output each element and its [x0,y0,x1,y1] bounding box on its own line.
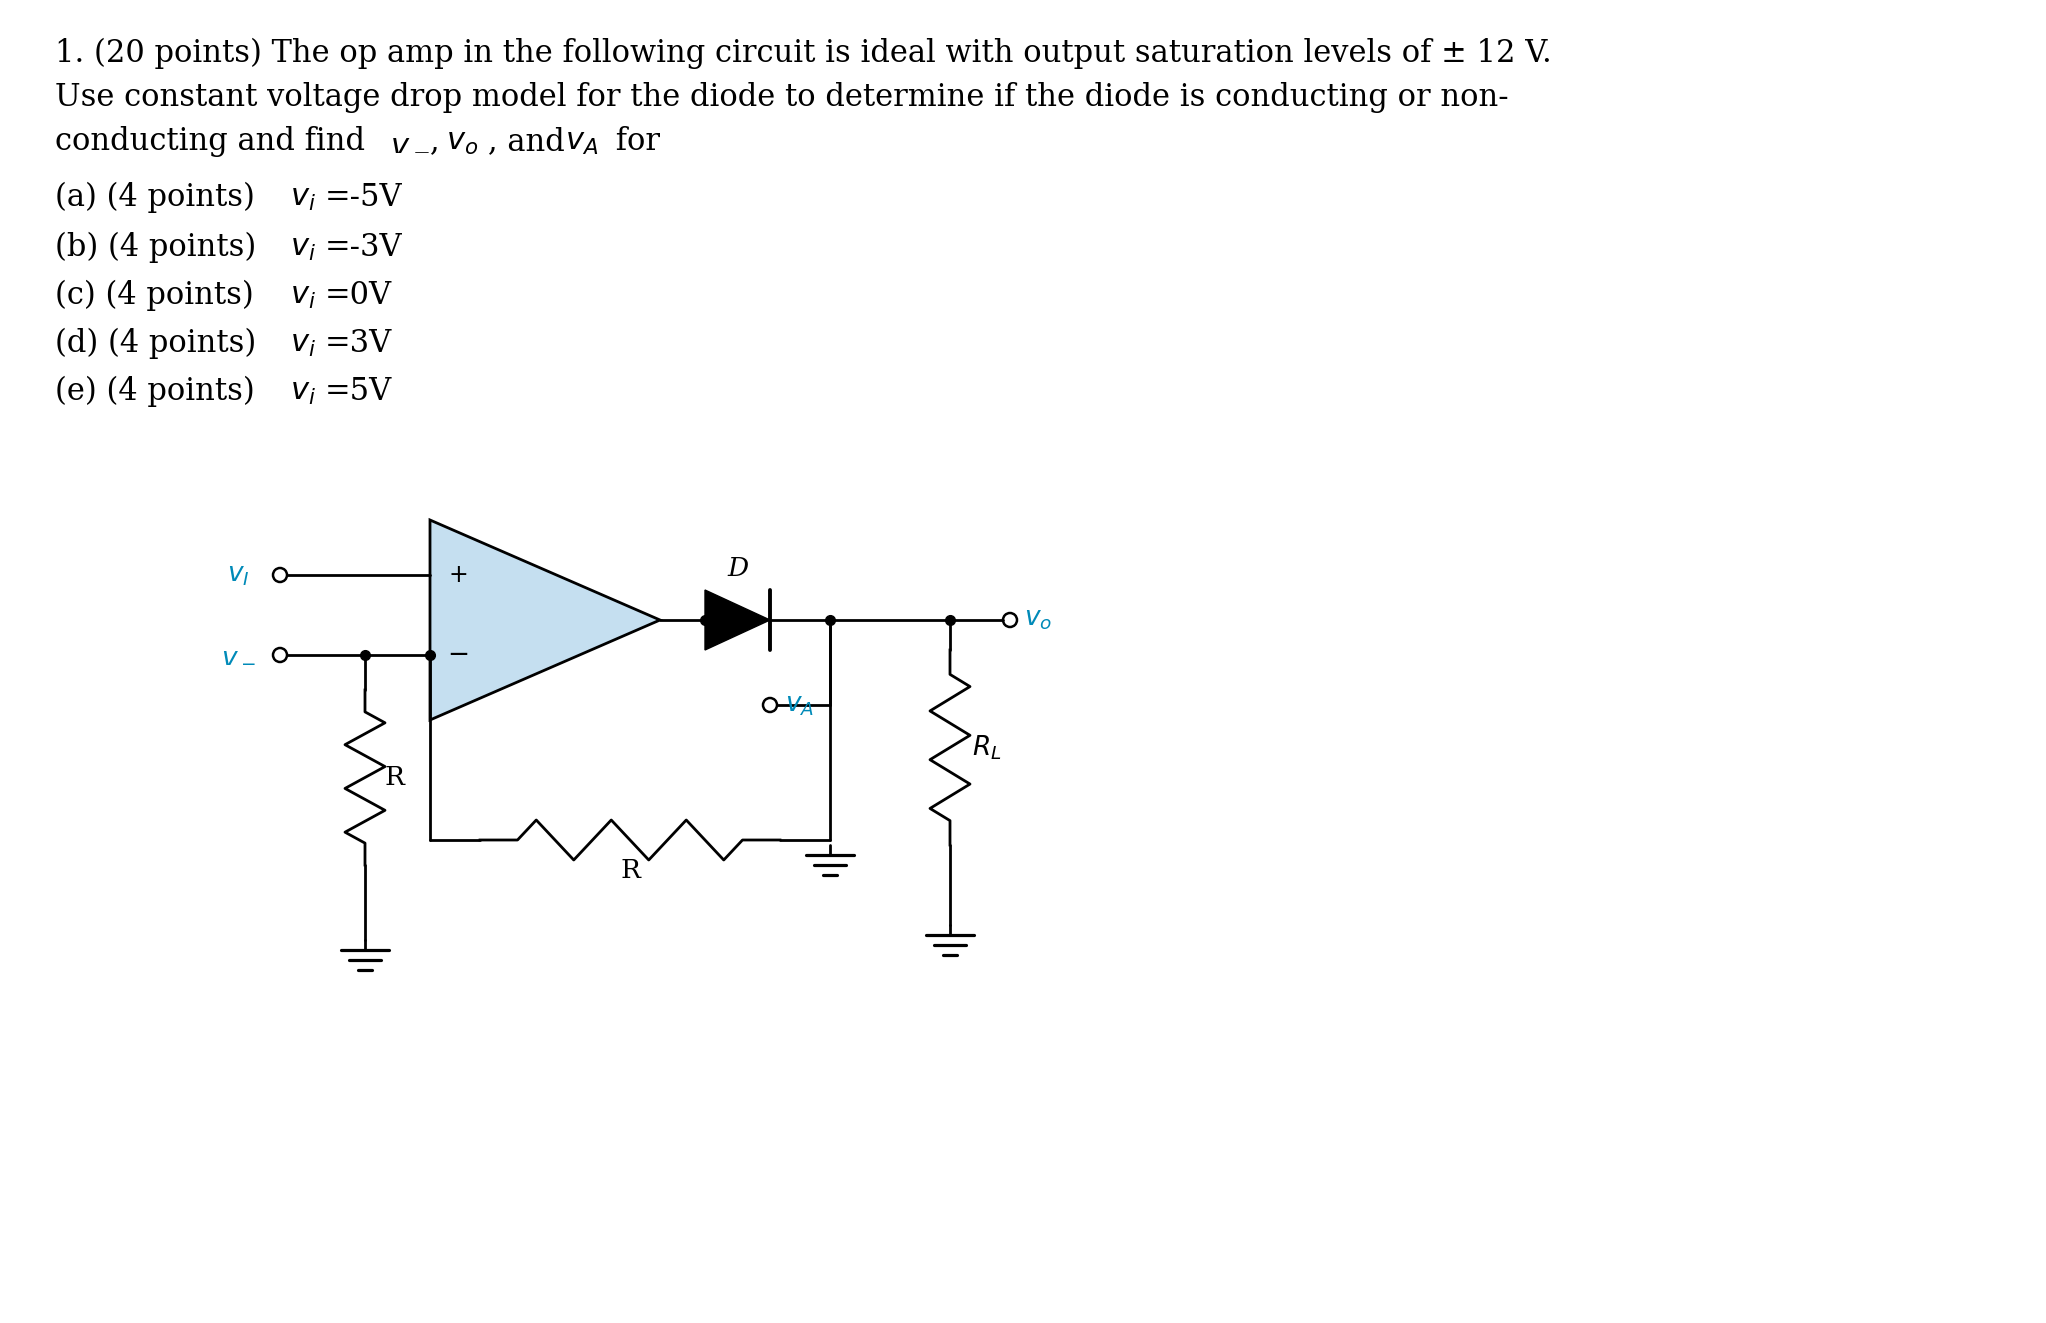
Text: (d) (4 points): (d) (4 points) [55,328,266,360]
Text: 1. (20 points) The op amp in the following circuit is ideal with output saturati: 1. (20 points) The op amp in the followi… [55,38,1551,69]
Text: R: R [620,857,640,882]
Text: Use constant voltage drop model for the diode to determine if the diode is condu: Use constant voltage drop model for the … [55,82,1508,112]
Text: =-5V: =-5V [325,183,403,213]
Text: (a) (4 points): (a) (4 points) [55,183,264,213]
Text: $v_o$: $v_o$ [446,126,479,157]
Text: $v_i$: $v_i$ [291,232,315,263]
Text: $v_-$: $v_-$ [391,126,430,157]
Text: , and: , and [489,126,565,157]
Text: =0V: =0V [325,280,393,311]
Text: $v_-$: $v_-$ [221,643,256,668]
Text: +: + [448,564,469,587]
Text: $R_L$: $R_L$ [972,733,1003,762]
Text: conducting and find: conducting and find [55,126,374,157]
Text: (b) (4 points): (b) (4 points) [55,232,266,263]
Text: −: − [446,642,469,668]
Text: (c) (4 points): (c) (4 points) [55,280,264,311]
Text: $v_I$: $v_I$ [227,562,250,587]
Text: for: for [606,126,661,157]
Text: R: R [385,765,405,790]
Text: $v_i$: $v_i$ [291,376,315,407]
Text: D: D [726,556,749,581]
Text: =-3V: =-3V [325,232,403,263]
Text: $v_i$: $v_i$ [291,183,315,213]
Text: $v_i$: $v_i$ [291,328,315,359]
Text: =3V: =3V [325,328,393,359]
Polygon shape [706,590,769,650]
Polygon shape [430,520,661,720]
Text: (e) (4 points): (e) (4 points) [55,376,264,407]
Text: ,: , [430,126,440,157]
Text: $v_i$: $v_i$ [291,280,315,311]
Text: $v_A$: $v_A$ [565,126,597,157]
Text: $v_A$: $v_A$ [786,692,814,717]
Text: $v_o$: $v_o$ [1023,607,1052,632]
Text: =5V: =5V [325,376,393,407]
